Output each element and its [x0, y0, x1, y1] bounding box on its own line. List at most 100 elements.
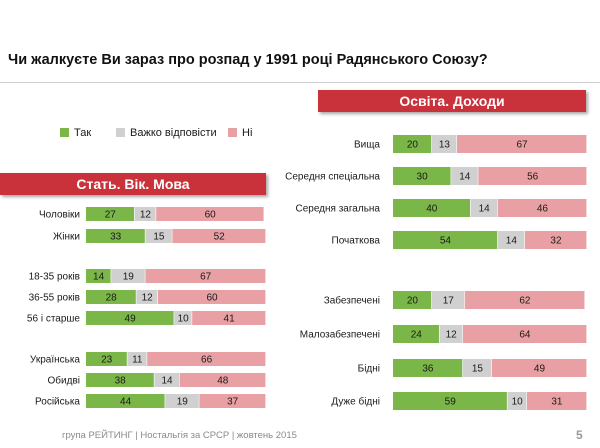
- bar-segment-yes: [393, 291, 432, 309]
- bar-segment-no: [147, 352, 266, 366]
- category-label: Середня загальна: [295, 204, 380, 215]
- bar-segment-hard-to-say: [431, 291, 465, 309]
- bar-segment-yes: [393, 359, 463, 377]
- bar-segment-no: [145, 269, 266, 283]
- data-label-hard-to-say: 14: [459, 172, 471, 183]
- bar-segment-no: [524, 231, 587, 249]
- bar-segment-no: [526, 392, 587, 410]
- data-label-yes: 59: [445, 397, 457, 408]
- data-label-no: 48: [217, 376, 229, 387]
- data-label-no: 67: [200, 272, 212, 283]
- legend-item-yes: Так: [60, 126, 91, 140]
- category-label: Вища: [354, 140, 380, 151]
- data-label-hard-to-say: 10: [178, 314, 190, 325]
- data-label-no: 49: [534, 364, 546, 375]
- bar-segment-hard-to-say: [134, 207, 156, 221]
- bar-segment-yes: [86, 269, 111, 283]
- bar-segment-no: [199, 394, 266, 408]
- bar-segment-hard-to-say: [111, 269, 145, 283]
- category-label: Початкова: [332, 236, 381, 247]
- data-label-yes: 49: [125, 314, 137, 325]
- bar-segment-no: [464, 291, 585, 309]
- bar-segment-no: [172, 229, 266, 243]
- data-label-hard-to-say: 19: [123, 272, 135, 283]
- bar-segment-hard-to-say: [507, 392, 527, 410]
- bar-segment-yes: [86, 311, 174, 325]
- bar-segment-no: [497, 199, 587, 217]
- data-label-hard-to-say: 17: [443, 296, 455, 307]
- data-label-yes: 44: [120, 397, 132, 408]
- bar-segment-yes: [86, 373, 154, 387]
- data-label-yes: 54: [440, 236, 452, 247]
- legend-label-no: Ні: [242, 127, 253, 139]
- data-label-hard-to-say: 10: [512, 397, 524, 408]
- bar-segment-yes: [393, 392, 507, 410]
- bar-segment-hard-to-say: [497, 231, 525, 249]
- data-label-yes: 20: [407, 140, 419, 151]
- data-label-yes: 36: [422, 364, 434, 375]
- bar-segment-no: [462, 325, 587, 343]
- data-label-no: 67: [516, 140, 528, 151]
- category-label: Бідні: [358, 364, 380, 375]
- data-label-no: 37: [227, 397, 239, 408]
- data-label-hard-to-say: 15: [472, 364, 484, 375]
- data-label-no: 32: [550, 236, 562, 247]
- bar-segment-hard-to-say: [431, 135, 457, 153]
- banner-gender-age-language: Стать. Вік. Мова: [0, 173, 266, 195]
- bar-segment-hard-to-say: [470, 199, 498, 217]
- bar-segment-hard-to-say: [127, 352, 147, 366]
- category-label: Українська: [30, 355, 81, 366]
- data-label-yes: 38: [115, 376, 127, 387]
- category-label: 18-35 років: [29, 272, 80, 283]
- bar-segment-no: [457, 135, 587, 153]
- category-label: Російська: [35, 397, 80, 408]
- data-label-no: 62: [519, 296, 531, 307]
- bar-segment-no: [192, 311, 266, 325]
- footer: група РЕЙТИНГ | Ностальгія за СРСР | жов…: [62, 430, 297, 441]
- data-label-yes: 20: [407, 296, 419, 307]
- bar-segment-yes: [393, 231, 498, 249]
- data-label-hard-to-say: 14: [161, 376, 173, 387]
- data-label-yes: 27: [105, 210, 117, 221]
- data-label-hard-to-say: 14: [506, 236, 518, 247]
- legend-item-no: Ні: [228, 126, 252, 140]
- data-label-hard-to-say: 14: [479, 204, 491, 215]
- category-label: 56 і старше: [27, 314, 81, 325]
- data-label-no: 56: [527, 172, 539, 183]
- category-label: Обидві: [48, 375, 80, 387]
- category-label: 36-55 років: [29, 293, 80, 304]
- bar-segment-yes: [86, 290, 136, 304]
- data-label-yes: 40: [426, 204, 438, 215]
- category-label: Забезпечені: [324, 295, 380, 307]
- bar-segment-hard-to-say: [174, 311, 192, 325]
- bar-segment-hard-to-say: [145, 229, 172, 243]
- data-label-no: 60: [206, 293, 218, 304]
- bar-segment-yes: [86, 394, 165, 408]
- bar-segment-hard-to-say: [451, 167, 478, 185]
- page-title: Чи жалкуєте Ви зараз про розпад у 1991 р…: [8, 52, 488, 68]
- data-label-hard-to-say: 19: [177, 397, 189, 408]
- data-label-no: 41: [224, 314, 236, 325]
- legend-swatch-hard-to-say: [116, 127, 125, 137]
- bar-segment-yes: [393, 325, 439, 343]
- data-label-yes: 28: [106, 293, 118, 304]
- bar-segment-hard-to-say: [462, 359, 492, 377]
- bar-segment-no: [158, 290, 266, 304]
- data-label-yes: 14: [93, 272, 105, 283]
- bar-segment-hard-to-say: [154, 373, 179, 387]
- legend-label-hard-to-say: Важко відповісти: [130, 127, 217, 139]
- bar-segment-hard-to-say: [165, 394, 199, 408]
- bar-segment-hard-to-say: [136, 290, 158, 304]
- category-label: Середня спеціальна: [285, 172, 380, 183]
- data-label-no: 60: [205, 210, 217, 221]
- data-label-yes: 23: [101, 355, 113, 366]
- category-label: Дуже бідні: [331, 396, 380, 408]
- bar-segment-yes: [86, 352, 127, 366]
- page-number: 5: [576, 428, 583, 442]
- bar-segment-yes: [393, 167, 451, 185]
- bar-segment-yes: [393, 199, 470, 217]
- bar-segment-yes: [86, 229, 145, 243]
- legend-label-yes: Так: [74, 127, 92, 139]
- bar-segment-no: [156, 207, 264, 221]
